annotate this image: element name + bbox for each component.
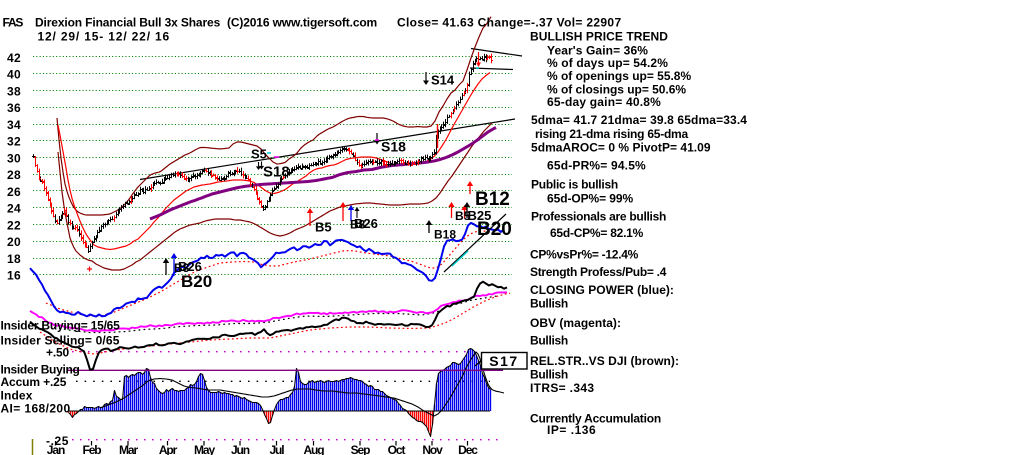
svg-text:+.50: +.50 — [46, 346, 70, 360]
svg-text:% of closings up= 50.6%: % of closings up= 50.6% — [547, 83, 686, 97]
svg-text:20: 20 — [7, 235, 21, 249]
svg-text:BULLISH PRICE TREND: BULLISH PRICE TREND — [530, 30, 668, 44]
svg-text:5dma= 41.7 21dma= 39.8 65dma=3: 5dma= 41.7 21dma= 39.8 65dma=33.4 — [531, 113, 747, 127]
svg-text:Apr: Apr — [159, 443, 178, 455]
svg-text:24: 24 — [7, 202, 21, 216]
svg-text:B8: B8 — [174, 261, 190, 275]
svg-text:Currently Accumulation: Currently Accumulation — [530, 412, 661, 426]
svg-text:12/ 29/ 15- 12/ 22/ 16: 12/ 29/ 15- 12/ 22/ 16 — [38, 30, 171, 44]
svg-text:Close= 41.63 Change=-.37 Vol: Close= 41.63 Change=-.37 Vol= 22907 — [397, 16, 621, 30]
svg-text:34: 34 — [7, 118, 21, 132]
svg-text:B20: B20 — [477, 219, 512, 240]
svg-text:rising 21-dma rising 65-dma: rising 21-dma rising 65-dma — [535, 127, 688, 141]
svg-text:Index: Index — [1, 389, 33, 403]
svg-text:B5: B5 — [315, 220, 332, 235]
svg-text:CP%vsPr%= -12.4%: CP%vsPr%= -12.4% — [530, 248, 639, 262]
svg-text:22: 22 — [7, 218, 21, 232]
svg-text:Jan: Jan — [47, 443, 65, 455]
svg-text:65d-CP%= 82.1%: 65d-CP%= 82.1% — [550, 226, 644, 240]
svg-text:Bullish: Bullish — [530, 334, 568, 348]
svg-text:Oct: Oct — [388, 443, 406, 455]
svg-text:Sep: Sep — [351, 443, 370, 455]
svg-text:Feb: Feb — [82, 443, 101, 455]
svg-text:Accum +.25: Accum +.25 — [1, 375, 67, 389]
svg-text:ITRS= .343: ITRS= .343 — [530, 381, 594, 395]
svg-text:B5: B5 — [455, 209, 471, 223]
svg-text:S5: S5 — [251, 147, 267, 162]
svg-text:OBV (magenta):: OBV (magenta): — [530, 316, 621, 330]
svg-text:5dmaAROC= 0 % PivotP= 41.09: 5dmaAROC= 0 % PivotP= 41.09 — [531, 141, 711, 155]
svg-text:26: 26 — [7, 185, 21, 199]
svg-text:FAS: FAS — [3, 16, 24, 30]
svg-text:B26: B26 — [178, 259, 202, 274]
svg-text:% of openings up= 55.8%: % of openings up= 55.8% — [547, 69, 691, 83]
svg-text:(C)2016 www.tigersoft.com: (C)2016 www.tigersoft.com — [227, 16, 377, 30]
svg-text:Mar: Mar — [119, 443, 138, 455]
svg-text:AI= 168/200: AI= 168/200 — [1, 402, 71, 416]
svg-text:38: 38 — [7, 84, 21, 98]
svg-text:S14: S14 — [431, 73, 455, 88]
svg-text:32: 32 — [7, 135, 21, 149]
svg-text:Direxion Financial Bull 3x Sha: Direxion Financial Bull 3x Shares — [35, 16, 221, 30]
svg-text:65d-OP%= 99%: 65d-OP%= 99% — [547, 192, 633, 206]
svg-text:Professionals are bullish: Professionals are bullish — [531, 210, 666, 224]
svg-text:Insider Selling= 0/65: Insider Selling= 0/65 — [1, 334, 120, 348]
svg-text:% of days up= 54.2%: % of days up= 54.2% — [547, 56, 668, 70]
svg-text:Insider Buying: Insider Buying — [1, 363, 80, 377]
svg-text:Bullish: Bullish — [530, 297, 568, 311]
svg-text:30: 30 — [7, 151, 21, 165]
svg-text:REL.STR..VS DJI (brown):: REL.STR..VS DJI (brown): — [530, 354, 679, 368]
svg-text:Jun: Jun — [231, 443, 250, 455]
svg-text:B8: B8 — [350, 218, 366, 232]
svg-text:IP= .136: IP= .136 — [547, 423, 596, 437]
svg-text:S18: S18 — [263, 164, 290, 181]
svg-text:Dec: Dec — [458, 443, 478, 455]
svg-text:S18: S18 — [381, 139, 406, 155]
svg-text:40: 40 — [7, 68, 21, 82]
svg-text:36: 36 — [7, 101, 21, 115]
svg-text:Bullish: Bullish — [530, 368, 568, 382]
svg-text:B12: B12 — [475, 189, 510, 210]
svg-text:B25: B25 — [468, 208, 492, 223]
svg-text:S17: S17 — [489, 353, 518, 369]
svg-text:65d-PR%= 94.5%: 65d-PR%= 94.5% — [547, 159, 646, 173]
svg-text:B20: B20 — [181, 272, 212, 291]
svg-text:42: 42 — [7, 51, 21, 65]
svg-text:18: 18 — [7, 252, 21, 266]
svg-text:CLOSING POWER (blue):: CLOSING POWER (blue): — [530, 283, 674, 297]
svg-text:Year's Gain= 36%: Year's Gain= 36% — [547, 44, 648, 58]
svg-text:-.25: -.25 — [46, 434, 69, 448]
svg-text:Strength Profess/Pub= .4: Strength Profess/Pub= .4 — [530, 265, 667, 279]
svg-text:Insider Buying= 15/65: Insider Buying= 15/65 — [1, 319, 121, 333]
svg-text:28: 28 — [7, 168, 21, 182]
svg-text:B26: B26 — [354, 216, 378, 231]
svg-text:Public is bullish: Public is bullish — [531, 178, 618, 192]
svg-text:Aug: Aug — [303, 443, 324, 455]
svg-text:B18: B18 — [434, 228, 456, 242]
svg-text:16: 16 — [7, 269, 21, 283]
svg-text:May: May — [194, 443, 215, 455]
svg-text:65-day gain= 40.8%: 65-day gain= 40.8% — [547, 95, 661, 109]
svg-text:Nov: Nov — [422, 443, 443, 455]
svg-text:Jul: Jul — [269, 443, 284, 455]
